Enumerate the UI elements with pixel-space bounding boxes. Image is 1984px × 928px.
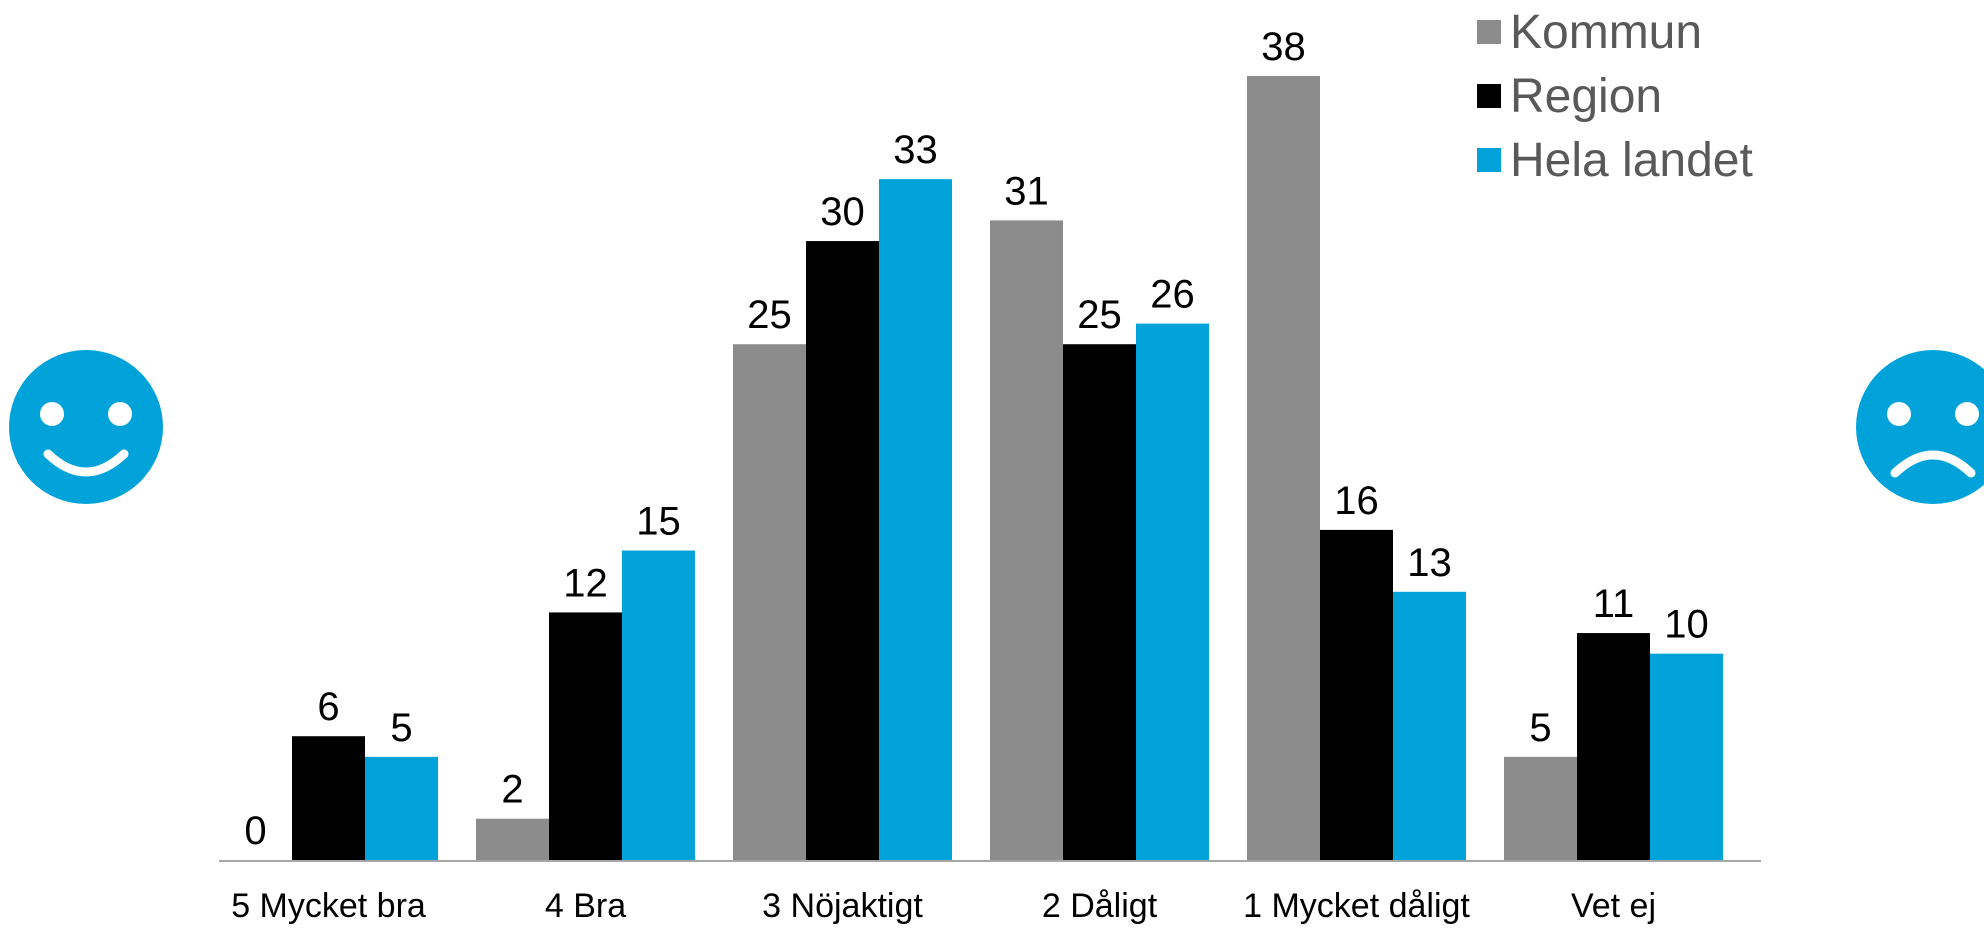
category-label: 5 Mycket bra <box>231 887 426 925</box>
data-label: 10 <box>1664 603 1709 647</box>
data-label: 0 <box>244 809 266 853</box>
data-label: 25 <box>747 293 792 337</box>
data-label: 25 <box>1077 293 1122 337</box>
data-label: 6 <box>317 685 339 729</box>
bar <box>1063 344 1136 860</box>
data-label: 2 <box>501 768 523 812</box>
bar <box>1577 633 1650 860</box>
data-label: 33 <box>893 128 938 172</box>
category-label: 4 Bra <box>545 887 626 925</box>
bar <box>549 612 622 860</box>
category-label: 2 Dåligt <box>1042 887 1158 925</box>
category-label: Vet ej <box>1571 887 1656 925</box>
data-label: 15 <box>636 500 681 544</box>
data-label: 13 <box>1407 541 1452 585</box>
bar <box>1504 756 1577 860</box>
bar <box>733 344 806 860</box>
data-label: 5 <box>1529 706 1551 750</box>
bar <box>622 550 695 860</box>
legend-label: Region <box>1510 70 1662 123</box>
bar <box>1136 323 1209 860</box>
bar <box>476 818 549 860</box>
bar <box>879 179 952 860</box>
data-label: 30 <box>820 190 865 234</box>
data-label: 11 <box>1593 582 1635 626</box>
bar <box>1650 653 1723 860</box>
legend-label: Kommun <box>1510 6 1702 59</box>
smiley-sad-icon <box>1856 350 1984 504</box>
bar <box>806 241 879 861</box>
legend-swatch <box>1477 20 1501 44</box>
category-label: 3 Nöjaktigt <box>762 887 923 925</box>
data-label: 12 <box>563 561 608 605</box>
bar <box>365 756 438 860</box>
legend-swatch <box>1477 84 1501 108</box>
legend-swatch <box>1477 148 1501 172</box>
data-label: 26 <box>1150 273 1195 317</box>
value-labels-layer: 0 6 5 2 12 15 25 30 33 31 25 26 38 16 13 5 11 10 <box>244 25 1708 853</box>
bar <box>1247 76 1320 860</box>
data-label: 38 <box>1261 25 1306 69</box>
bar <box>292 736 365 860</box>
legend: Kommun Region Hela landet <box>1477 6 1753 187</box>
category-labels-layer: 5 Mycket bra 4 Bra 3 Nöjaktigt 2 Dåligt 1 My… <box>231 887 1656 925</box>
bar <box>990 220 1063 861</box>
data-label: 5 <box>390 706 412 750</box>
data-label: 16 <box>1334 479 1379 523</box>
bar <box>1320 529 1393 860</box>
legend-label: Hela landet <box>1510 134 1753 187</box>
bar <box>1393 591 1466 860</box>
data-label: 31 <box>1004 169 1049 213</box>
category-label: 1 Mycket dåligt <box>1243 887 1470 925</box>
smiley-happy-icon <box>9 350 163 504</box>
bars-layer <box>292 76 1723 861</box>
